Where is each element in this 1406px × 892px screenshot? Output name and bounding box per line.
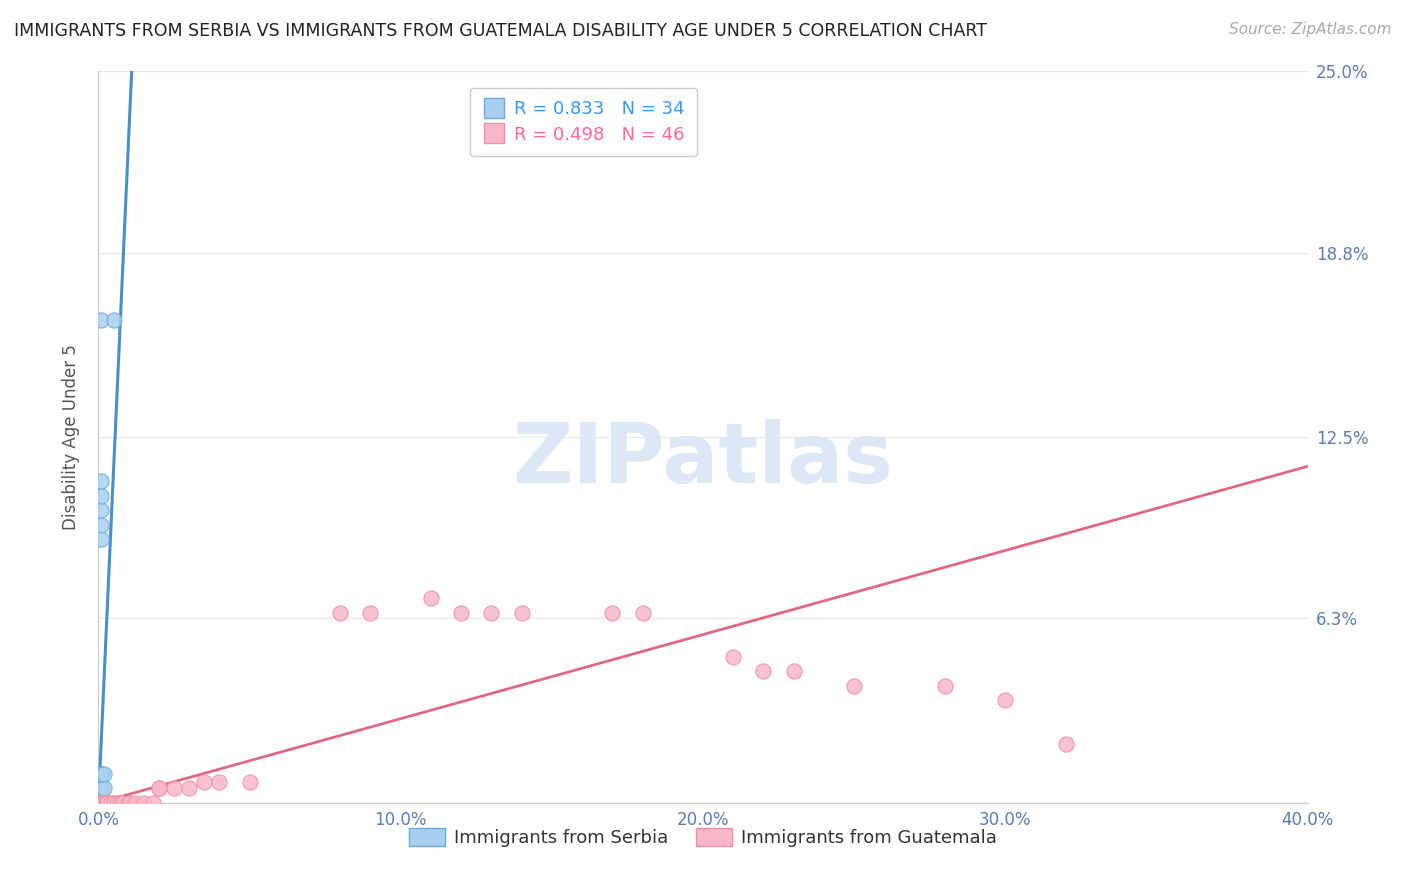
Legend: Immigrants from Serbia, Immigrants from Guatemala: Immigrants from Serbia, Immigrants from … <box>401 819 1005 856</box>
Point <box>90 474 112 488</box>
Point <box>108 796 131 810</box>
Point <box>450 606 472 620</box>
Point <box>90 796 112 810</box>
Point <box>96 796 118 810</box>
Point <box>93 796 115 810</box>
Point <box>103 796 125 810</box>
Point <box>93 781 115 796</box>
Point <box>90 766 112 780</box>
Point <box>90 796 112 810</box>
Point <box>90 781 112 796</box>
Point <box>93 796 115 810</box>
Point <box>90 796 112 810</box>
Point <box>93 796 115 810</box>
Point <box>602 606 624 620</box>
Point <box>148 781 170 796</box>
Point <box>90 796 112 810</box>
Point <box>111 796 134 810</box>
Point <box>420 591 443 605</box>
Point <box>90 796 112 810</box>
Point <box>723 649 745 664</box>
Point <box>90 313 112 327</box>
Point <box>90 766 112 780</box>
Point <box>103 313 125 327</box>
Point <box>1054 737 1077 751</box>
Point <box>96 796 118 810</box>
Point <box>96 796 118 810</box>
Point <box>142 796 165 810</box>
Point <box>93 796 115 810</box>
Point <box>90 533 112 547</box>
Point <box>90 503 112 517</box>
Point <box>93 796 115 810</box>
Text: IMMIGRANTS FROM SERBIA VS IMMIGRANTS FROM GUATEMALA DISABILITY AGE UNDER 5 CORRE: IMMIGRANTS FROM SERBIA VS IMMIGRANTS FRO… <box>14 22 987 40</box>
Point <box>90 796 112 810</box>
Point <box>90 796 112 810</box>
Point <box>93 796 115 810</box>
Point <box>90 796 112 810</box>
Point <box>208 775 231 789</box>
Text: ZIPatlas: ZIPatlas <box>513 418 893 500</box>
Point <box>193 775 215 789</box>
Point <box>90 766 112 780</box>
Point <box>96 796 118 810</box>
Point <box>844 679 866 693</box>
Point <box>90 796 112 810</box>
Point <box>239 775 262 789</box>
Point <box>93 796 115 810</box>
Point <box>510 606 533 620</box>
Point <box>111 796 134 810</box>
Point <box>93 796 115 810</box>
Point <box>90 796 112 810</box>
Point <box>752 664 775 678</box>
Point <box>163 781 186 796</box>
Point <box>90 517 112 532</box>
Point <box>360 606 382 620</box>
Point <box>124 796 146 810</box>
Point <box>90 796 112 810</box>
Point <box>783 664 806 678</box>
Point <box>179 781 201 796</box>
Point <box>90 766 112 780</box>
Point <box>105 796 128 810</box>
Point <box>329 606 352 620</box>
Point <box>90 796 112 810</box>
Point <box>90 796 112 810</box>
Point <box>96 796 118 810</box>
Y-axis label: Disability Age Under 5: Disability Age Under 5 <box>62 344 80 530</box>
Point <box>90 489 112 503</box>
Point <box>118 796 141 810</box>
Point <box>100 796 122 810</box>
Point <box>93 796 115 810</box>
Point <box>90 796 112 810</box>
Point <box>93 796 115 810</box>
Text: Source: ZipAtlas.com: Source: ZipAtlas.com <box>1229 22 1392 37</box>
Point <box>994 693 1017 707</box>
Point <box>118 796 141 810</box>
Point <box>132 796 155 810</box>
Point <box>481 606 503 620</box>
Point <box>96 796 118 810</box>
Point <box>148 781 170 796</box>
Point <box>93 766 115 780</box>
Point <box>93 796 115 810</box>
Point <box>631 606 654 620</box>
Point <box>90 796 112 810</box>
Point <box>934 679 956 693</box>
